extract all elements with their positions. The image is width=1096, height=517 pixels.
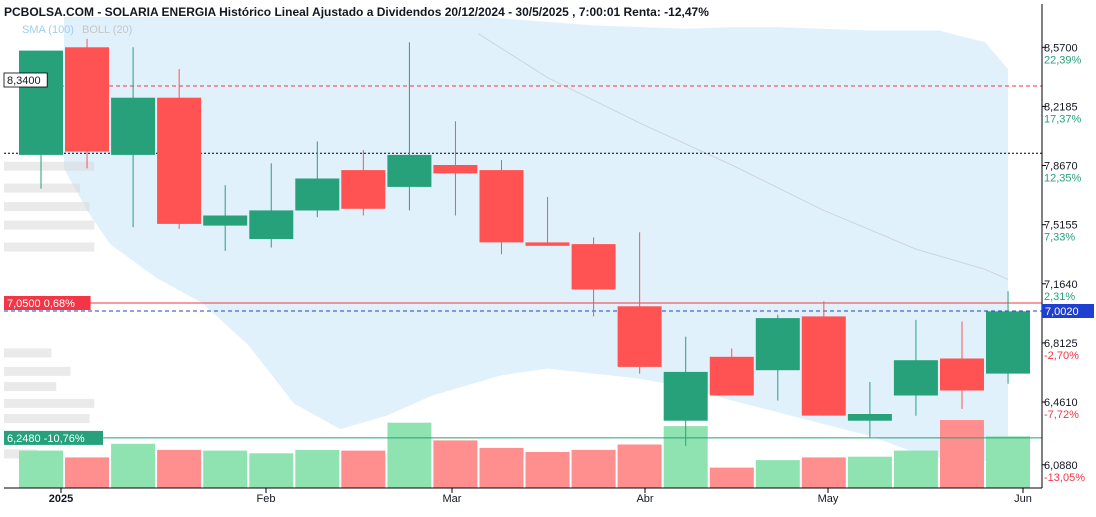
y-tick-pct: -2,70% <box>1044 350 1079 362</box>
legend-sma: SMA (100) <box>22 24 74 36</box>
volume-profile-bar <box>4 414 90 423</box>
x-tick-label: Feb <box>257 493 276 505</box>
candle-body <box>940 358 984 391</box>
y-tick-label: 8,5700 <box>1044 42 1078 54</box>
candle-body <box>525 242 570 246</box>
reference-tag-label: 8,3400 <box>7 75 41 87</box>
y-tick-label: 6,0880 <box>1044 460 1078 472</box>
volume-bar <box>295 449 340 488</box>
y-tick-pct: 17,37% <box>1044 113 1082 125</box>
volume-bar <box>249 453 294 488</box>
candle-body <box>341 170 386 209</box>
volume-profile-bar <box>4 366 71 376</box>
volume-bar <box>157 449 202 488</box>
sma-line <box>478 33 1009 280</box>
y-tick-pct: -13,05% <box>1044 472 1085 484</box>
volume-profile-bar <box>4 202 90 212</box>
candle-body <box>479 170 524 243</box>
y-tick-pct: 12,35% <box>1044 173 1082 185</box>
x-tick-label: Mar <box>443 493 462 505</box>
volume-profile-bar <box>4 161 95 171</box>
candle-body <box>203 215 248 226</box>
volume-profile-bar <box>4 183 80 193</box>
y-tick-pct: 22,39% <box>1044 54 1082 66</box>
reference-tag-bg <box>3 72 48 88</box>
volume-bar <box>617 444 662 488</box>
y-tick-pct: 7,33% <box>1044 232 1075 244</box>
volume-bar <box>111 443 156 488</box>
volume-bar <box>571 449 616 488</box>
y-tick-label: 7,5155 <box>1044 220 1078 232</box>
volume-bar <box>479 447 524 488</box>
candle-body <box>111 97 156 155</box>
candle-body <box>986 311 1030 374</box>
volume-profile-bar <box>4 220 95 230</box>
candle-body <box>65 47 109 152</box>
y-tick-label: 7,1640 <box>1044 279 1078 291</box>
volume-bar <box>755 460 800 488</box>
reference-tag-bg <box>4 296 91 310</box>
x-tick-label: Jun <box>1014 493 1032 505</box>
volume-bar <box>203 450 248 488</box>
volume-profile-bar <box>4 242 95 252</box>
x-tick-label: Abr <box>636 493 653 505</box>
reference-tag-label: 7,0020 <box>1045 306 1079 318</box>
y-tick-pct: 2,31% <box>1044 291 1075 303</box>
y-tick-label: 8,2185 <box>1044 101 1078 113</box>
volume-bar <box>893 450 938 488</box>
volume-profile-bar <box>4 398 95 408</box>
candle-body <box>801 316 846 416</box>
reference-tag-bg <box>4 430 103 445</box>
volume-profile-bar <box>4 382 57 392</box>
volume-bar <box>433 440 478 488</box>
volume-bar <box>387 422 432 488</box>
x-tick-label: May <box>818 493 839 505</box>
y-tick-label: 6,8125 <box>1044 338 1078 350</box>
y-tick-label: 6,4610 <box>1044 397 1078 409</box>
candle-body <box>847 414 892 421</box>
x-tick-label: 2025 <box>49 493 73 505</box>
candle-body <box>893 360 938 396</box>
legend-boll: BOLL (20) <box>82 24 132 36</box>
candle-body <box>433 165 478 174</box>
chart-title: PCBOLSA.COM - SOLARIA ENERGIA Histórico … <box>4 5 709 19</box>
reference-tag-label: 6,2480 -10,76% <box>7 433 85 445</box>
volume-bar <box>709 467 754 488</box>
candle-body <box>663 371 708 421</box>
candle-body <box>709 356 754 396</box>
volume-bar <box>801 457 846 488</box>
candle-body <box>571 244 616 290</box>
candle-body <box>249 210 294 239</box>
volume-bar <box>525 452 570 488</box>
candle-body <box>19 50 63 155</box>
candle-body <box>295 178 340 211</box>
candle-body <box>617 306 662 367</box>
y-tick-label: 7,8670 <box>1044 161 1078 173</box>
volume-bar <box>940 420 984 488</box>
reference-tag-bg <box>1042 304 1094 318</box>
volume-profile-bar <box>4 348 52 358</box>
candle-body <box>387 154 432 187</box>
volume-bar <box>847 456 892 488</box>
volume-bar <box>65 457 109 488</box>
y-tick-pct: -7,72% <box>1044 409 1079 421</box>
candle-body <box>157 97 202 224</box>
reference-tag-label: 7,0500 0,68% <box>7 298 75 310</box>
candle-body <box>755 318 800 371</box>
volume-bar <box>986 436 1030 488</box>
volume-bar <box>341 450 386 488</box>
volume-bar <box>19 450 63 488</box>
